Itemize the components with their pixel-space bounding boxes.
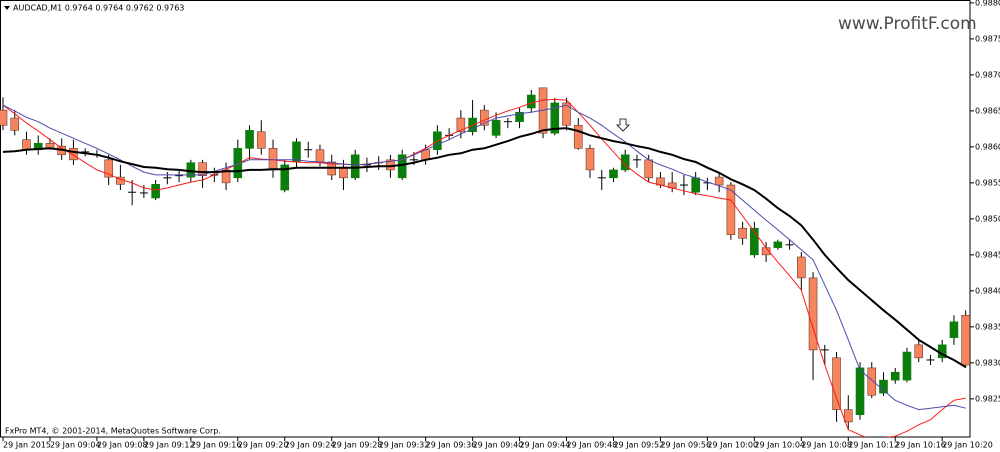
- x-tick-label: 29 Jan 09:08: [97, 441, 148, 450]
- bear-candle-body: [714, 176, 724, 186]
- x-tick-label: 29 Jan 10:20: [942, 441, 993, 450]
- bear-candle-body: [562, 102, 571, 126]
- bear-candle-body: [914, 344, 924, 359]
- bear-candle-body: [867, 367, 877, 396]
- bear-candle-body: [268, 148, 278, 171]
- y-tick-label: 0.9835: [975, 322, 1000, 331]
- bull-candle-body: [526, 94, 536, 109]
- bear-candle-body: [726, 184, 736, 235]
- bull-candle-body: [609, 169, 618, 179]
- x-tick-label: 29 Jan 09:04: [50, 441, 101, 450]
- bull-candle-body: [245, 130, 254, 149]
- chart-title: AUDCAD,M1 0.9764 0.9764 0.9762 0.9763: [13, 4, 184, 13]
- footer: FxPro MT4, © 2001-2014, MetaQuotes Softw…: [5, 427, 221, 436]
- bear-candle-body: [198, 162, 207, 176]
- x-tick-label: 29 Jan 09:52: [613, 441, 664, 450]
- x-tick-label: 29 Jan 10:00: [707, 441, 758, 450]
- bull-candle-body: [890, 371, 900, 381]
- x-tick-label: 29 Jan 09:48: [567, 441, 618, 450]
- bull-candle-body: [855, 367, 865, 415]
- plot-area: [0, 87, 970, 437]
- bull-candle-body: [691, 177, 700, 193]
- x-tick-label: 29 Jan 09:56: [660, 441, 711, 450]
- bull-candle-body: [620, 154, 630, 171]
- bear-candle-body: [104, 159, 113, 178]
- moving-average-line: [2, 104, 966, 411]
- bull-candle-body: [902, 351, 912, 381]
- bull-candle-body: [491, 119, 501, 136]
- bear-candle-body: [961, 315, 970, 366]
- moving-average-line: [2, 127, 967, 369]
- bull-candle-body: [515, 112, 524, 122]
- x-tick-label: 29 Jan 09:36: [426, 441, 477, 450]
- x-tick-label: 29 Jan 09:12: [144, 441, 195, 450]
- y-tick-label: 0.9855: [975, 178, 1000, 187]
- bull-candle-body: [750, 227, 759, 256]
- bear-candle-body: [456, 117, 466, 133]
- x-tick-label: 29 Jan 10:16: [895, 441, 946, 450]
- bear-candle-body: [221, 169, 231, 184]
- bear-candle-body: [256, 131, 266, 149]
- bear-candle-body: [644, 159, 654, 179]
- x-tick-label: 29 Jan 10:12: [848, 441, 899, 450]
- x-tick-label: 29 Jan 09:32: [379, 441, 430, 450]
- x-tick-label: 29 Jan 09:20: [238, 441, 289, 450]
- x-tick-label: 29 Jan 09:24: [285, 441, 336, 450]
- x-tick-label: 29 Jan 10:08: [801, 441, 852, 450]
- arrow-icon: [616, 118, 630, 132]
- bear-candle-body: [738, 227, 747, 239]
- bear-candle-body: [339, 167, 348, 179]
- bull-candle-body: [550, 102, 560, 134]
- y-tick-label: 0.9875: [975, 34, 1000, 43]
- bear-candle-body: [843, 409, 853, 423]
- bear-candle-body: [573, 124, 583, 149]
- bear-candle-body: [10, 117, 20, 131]
- bear-candle-body: [315, 149, 325, 163]
- y-tick-label: 0.9865: [975, 106, 1000, 115]
- bull-candle-body: [879, 379, 888, 394]
- bear-candle-body: [22, 139, 31, 151]
- bear-candle-body: [480, 109, 489, 126]
- x-tick-label: 29 Jan 10:04: [754, 441, 805, 450]
- y-tick-label: 0.9825: [975, 394, 1000, 403]
- bear-candle-body: [832, 357, 841, 410]
- x-tick-label: 29 Jan 09:16: [191, 441, 242, 450]
- bull-candle-body: [280, 164, 290, 191]
- bull-candle-body: [151, 184, 160, 199]
- bear-candle-body: [585, 148, 595, 171]
- x-tick-label: 29 Jan 09:44: [520, 441, 571, 450]
- x-tick-label: 29 Jan 2015: [3, 441, 51, 450]
- bear-candle-body: [0, 109, 8, 126]
- watermark: www.ProfitF.com: [838, 14, 977, 34]
- bear-candle-body: [797, 256, 806, 279]
- bull-candle-body: [773, 241, 783, 248]
- x-tick-label: 29 Jan 09:28: [332, 441, 383, 450]
- bull-candle-body: [949, 321, 959, 338]
- bull-candle-body: [292, 141, 301, 163]
- dropdown-icon: [4, 6, 10, 10]
- bull-candle-body: [350, 154, 360, 179]
- y-tick-label: 0.9845: [975, 250, 1000, 259]
- x-tick-label: 29 Jan 09:40: [473, 441, 524, 450]
- bear-candle-body: [69, 148, 78, 161]
- moving-average-line: [2, 98, 966, 437]
- bear-candle-body: [808, 277, 818, 351]
